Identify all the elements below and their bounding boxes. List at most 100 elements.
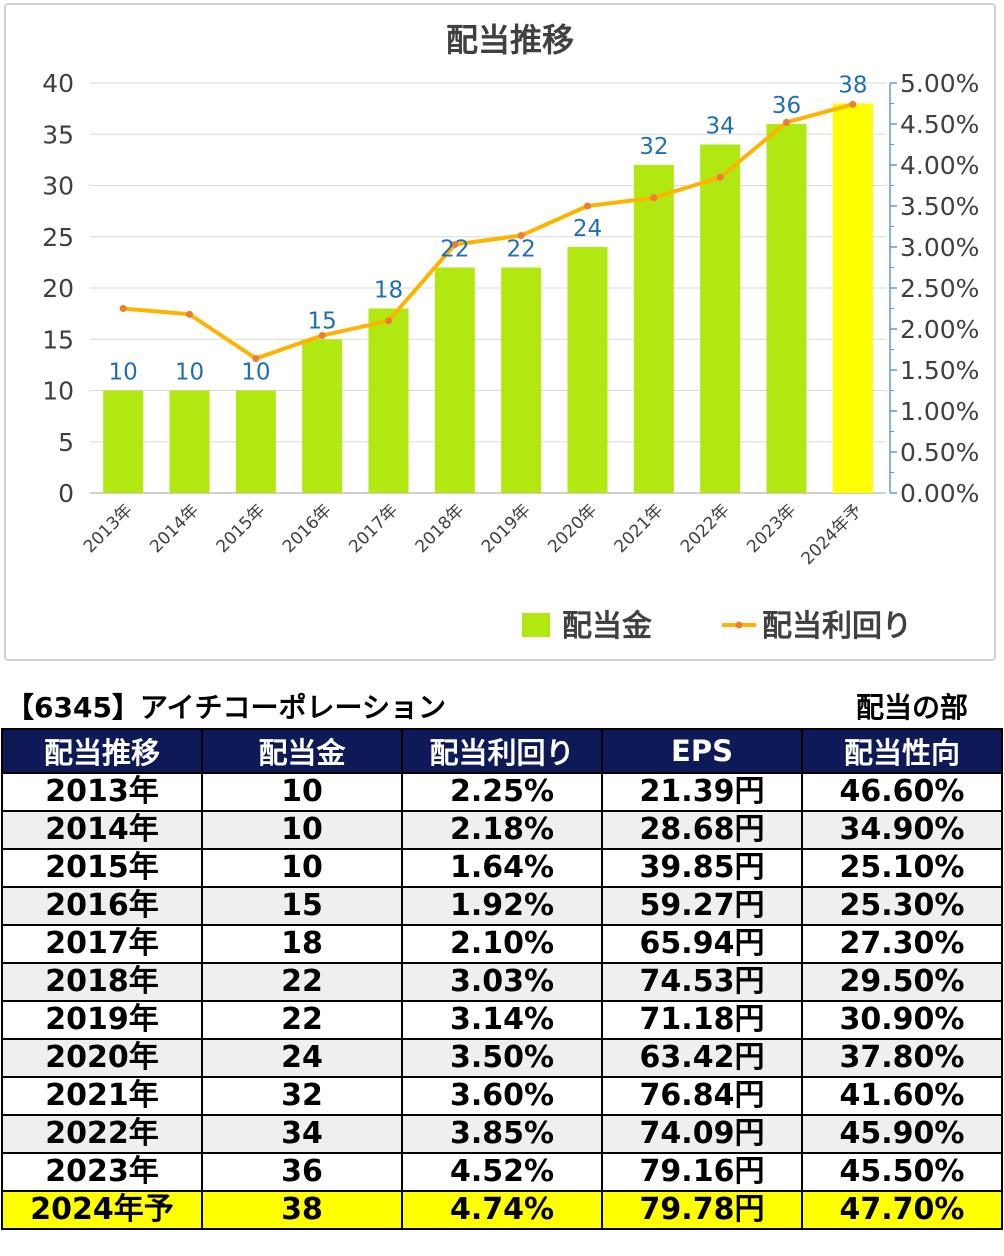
cell-dividend: 10 bbox=[201, 810, 403, 850]
cell-yield: 3.14% bbox=[401, 1000, 603, 1040]
cell-dividend: 34 bbox=[201, 1114, 403, 1154]
cell-eps: 71.18円 bbox=[601, 1000, 803, 1040]
table-row: 2013年 10 2.25% 21.39円 46.60% bbox=[1, 772, 1003, 812]
cell-dividend: 38 bbox=[201, 1190, 403, 1230]
table-header-row: 配当推移 配当金 配当利回り EPS 配当性向 bbox=[1, 728, 1003, 774]
y-right-tick-label: 1.00% bbox=[900, 397, 979, 426]
header-payout: 配当性向 bbox=[801, 728, 1003, 774]
legend-swatch-marker bbox=[735, 621, 743, 629]
cell-year: 2020年 bbox=[1, 1038, 203, 1078]
y-left-tick-label: 5 bbox=[58, 428, 74, 457]
cell-eps: 63.42円 bbox=[601, 1038, 803, 1078]
cell-yield: 3.50% bbox=[401, 1038, 603, 1078]
cell-yield: 3.60% bbox=[401, 1076, 603, 1116]
cell-yield: 3.85% bbox=[401, 1114, 603, 1154]
bar bbox=[633, 165, 674, 493]
header-dividend: 配当金 bbox=[201, 728, 403, 774]
header-yield: 配当利回り bbox=[401, 728, 603, 774]
y-left-tick-label: 10 bbox=[42, 377, 74, 406]
cell-yield: 4.74% bbox=[401, 1190, 603, 1230]
bar bbox=[235, 390, 276, 493]
line-point bbox=[650, 194, 658, 202]
line-point bbox=[186, 310, 193, 318]
table-row: 2019年 22 3.14% 71.18円 30.90% bbox=[1, 1000, 1003, 1040]
table-row: 2018年 22 3.03% 74.53円 29.50% bbox=[1, 962, 1003, 1002]
line-point bbox=[451, 241, 459, 249]
cell-eps: 79.16円 bbox=[601, 1152, 803, 1192]
data-label: 10 bbox=[109, 360, 138, 386]
y-right-tick-label: 5.00% bbox=[900, 69, 979, 98]
cell-payout: 29.50% bbox=[801, 962, 1003, 1002]
yield-line bbox=[122, 102, 854, 361]
y-right-tick-label: 3.50% bbox=[900, 192, 979, 221]
data-label: 22 bbox=[507, 237, 536, 263]
y-right-tick-label: 3.00% bbox=[900, 233, 979, 262]
y-right-tick-label: 0.00% bbox=[900, 479, 979, 508]
line-point bbox=[252, 355, 260, 363]
legend-label-dividend: 配当金 bbox=[562, 609, 653, 644]
data-label: 15 bbox=[308, 308, 337, 334]
x-tick-label: 2020年 bbox=[544, 500, 601, 557]
data-labels: 10 10 10 15 18 22 22 24 32 34 36 38 bbox=[109, 73, 868, 386]
cell-year: 2024年予 bbox=[1, 1190, 203, 1230]
data-label: 18 bbox=[374, 278, 403, 304]
cell-year: 2022年 bbox=[1, 1114, 203, 1154]
gridlines bbox=[90, 82, 886, 443]
cell-year: 2021年 bbox=[1, 1076, 203, 1116]
cell-yield: 2.10% bbox=[401, 924, 603, 964]
table-row-forecast: 2024年予 38 4.74% 79.78円 47.70% bbox=[1, 1190, 1003, 1230]
y-left-tick-label: 0 bbox=[58, 479, 74, 508]
y-left-tick-label: 40 bbox=[42, 69, 74, 98]
bar bbox=[169, 390, 210, 493]
y-right-tick-label: 4.00% bbox=[900, 151, 979, 180]
data-label: 22 bbox=[440, 237, 469, 263]
data-label: 10 bbox=[175, 360, 204, 386]
bar bbox=[103, 390, 144, 493]
chart-panel: 配当推移 0 5 10 15 20 25 30 35 40 0.00% 0.50% 1.00% 1.50… bbox=[4, 3, 996, 661]
company-title: 【6345】アイチコーポレーション bbox=[6, 691, 446, 724]
line-point bbox=[849, 100, 857, 108]
cell-dividend: 15 bbox=[201, 886, 403, 926]
cell-dividend: 22 bbox=[201, 962, 403, 1002]
line-point bbox=[385, 317, 392, 325]
cell-year: 2015年 bbox=[1, 848, 203, 888]
table-row: 2014年 10 2.18% 28.68円 34.90% bbox=[1, 810, 1003, 850]
bar bbox=[368, 308, 409, 493]
data-label: 10 bbox=[241, 360, 270, 386]
x-tick-label: 2013年 bbox=[80, 500, 137, 557]
cell-payout: 37.80% bbox=[801, 1038, 1003, 1078]
cell-yield: 3.03% bbox=[401, 962, 603, 1002]
line-point bbox=[318, 332, 326, 340]
cell-year: 2019年 bbox=[1, 1000, 203, 1040]
bar bbox=[832, 103, 873, 493]
cell-dividend: 32 bbox=[201, 1076, 403, 1116]
bar-series bbox=[103, 103, 873, 493]
x-tick-label: 2016年 bbox=[279, 500, 336, 557]
table-row: 2023年 36 4.52% 79.16円 45.50% bbox=[1, 1152, 1003, 1192]
table-row: 2017年 18 2.10% 65.94円 27.30% bbox=[1, 924, 1003, 964]
data-label: 34 bbox=[706, 114, 735, 140]
y-right-tick-label: 2.00% bbox=[900, 315, 979, 344]
table-row: 2015年 10 1.64% 39.85円 25.10% bbox=[1, 848, 1003, 888]
cell-payout: 25.30% bbox=[801, 886, 1003, 926]
dividend-chart: 配当推移 0 5 10 15 20 25 30 35 40 0.00% 0.50% 1.00% 1.50… bbox=[42, 21, 979, 644]
cell-year: 2018年 bbox=[1, 962, 203, 1002]
cell-dividend: 18 bbox=[201, 924, 403, 964]
table-row: 2016年 15 1.92% 59.27円 25.30% bbox=[1, 886, 1003, 926]
cell-eps: 74.53円 bbox=[601, 962, 803, 1002]
cell-payout: 27.30% bbox=[801, 924, 1003, 964]
line-point bbox=[119, 305, 127, 312]
cell-payout: 45.90% bbox=[801, 1114, 1003, 1154]
cell-dividend: 10 bbox=[201, 848, 403, 888]
line-point bbox=[517, 232, 525, 240]
y-right-tick-label: 0.50% bbox=[900, 438, 979, 467]
cell-eps: 21.39円 bbox=[601, 772, 803, 812]
cell-eps: 59.27円 bbox=[601, 886, 803, 926]
bar bbox=[434, 267, 475, 493]
x-tick-label: 2014年 bbox=[146, 500, 203, 557]
chart-legend: 配当金 配当利回り bbox=[522, 609, 912, 644]
cell-dividend: 36 bbox=[201, 1152, 403, 1192]
bar bbox=[302, 339, 343, 493]
cell-eps: 79.78円 bbox=[601, 1190, 803, 1230]
line-point bbox=[716, 173, 724, 181]
